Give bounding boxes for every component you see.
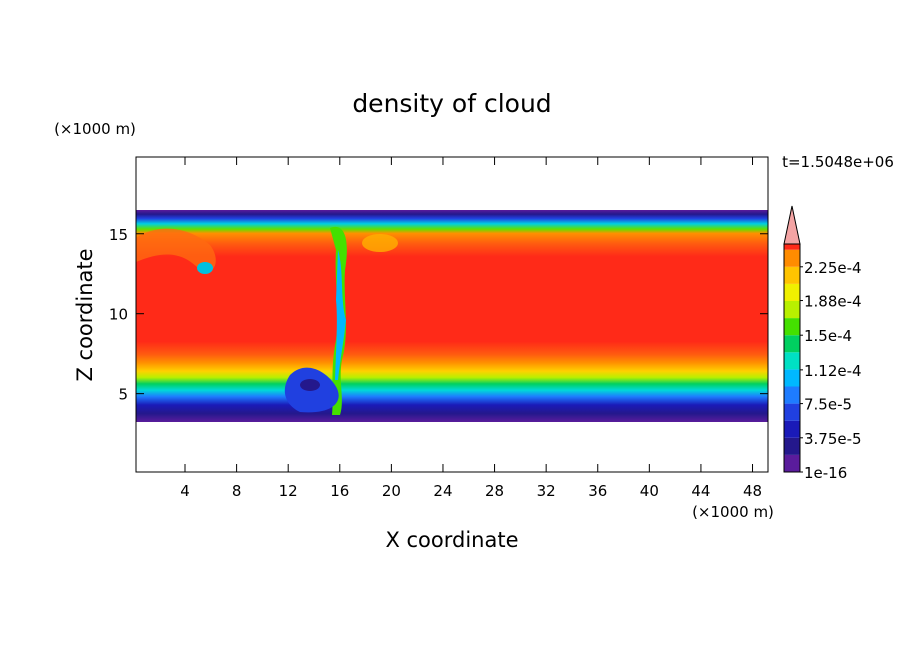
- colorbar-tick-label: 7.5e-5: [804, 396, 852, 414]
- colorbar-band: [784, 244, 800, 250]
- y-tick-label: 15: [109, 226, 128, 244]
- x-tick-label: 44: [691, 482, 710, 500]
- colorbar-band: [784, 369, 800, 387]
- colorbar-band: [784, 301, 800, 319]
- colorbar-extension: [783, 205, 801, 245]
- x-tick-label: 16: [330, 482, 349, 500]
- colorbar-band: [784, 454, 800, 472]
- x-tick-label: 40: [640, 482, 659, 500]
- x-tick-label: 36: [588, 482, 607, 500]
- x-tick-label: 12: [279, 482, 298, 500]
- colorbar-band: [784, 386, 800, 404]
- colorbar-frame: [783, 243, 801, 473]
- annotation: t=1.5048e+06: [782, 153, 894, 171]
- x-tick-label: 4: [180, 482, 190, 500]
- y-tick-label: 10: [109, 306, 128, 324]
- colorbar-band: [784, 352, 800, 370]
- colorbar-band: [784, 283, 800, 301]
- colorbar-tick-label: 2.25e-4: [804, 259, 862, 277]
- colorbar-band: [784, 266, 800, 284]
- colorbar-tick-label: 1.5e-4: [804, 327, 852, 345]
- colorbar-band: [784, 335, 800, 353]
- colorbar-band: [784, 318, 800, 336]
- y-axis-label: Z coordinate: [73, 248, 97, 381]
- colorbar-tick-label: 3.75e-5: [804, 430, 862, 448]
- colorbar-tick-label: 1.88e-4: [804, 293, 862, 311]
- colorbar-band: [784, 403, 800, 421]
- plot-frame: [135, 156, 769, 473]
- colorbar-band: [784, 420, 800, 438]
- x-tick-label: 32: [537, 482, 556, 500]
- x-tick-label: 24: [433, 482, 452, 500]
- x-tick-label: 48: [743, 482, 762, 500]
- colorbar-band: [784, 437, 800, 455]
- x-axis-label: X coordinate: [385, 528, 518, 552]
- x-tick-label: 20: [382, 482, 401, 500]
- colorbar-tick-label: 1.12e-4: [804, 362, 862, 380]
- contour-field: [136, 210, 768, 422]
- y-tick-label: 5: [118, 386, 128, 404]
- x-unit: (×1000 m): [692, 503, 774, 521]
- colorbar-band: [784, 249, 800, 267]
- x-tick-label: 8: [232, 482, 242, 500]
- colorbar-tick-label: 1e-16: [804, 464, 847, 482]
- y-unit: (×1000 m): [54, 120, 136, 138]
- x-tick-label: 28: [485, 482, 504, 500]
- chart-title: density of cloud: [352, 89, 551, 118]
